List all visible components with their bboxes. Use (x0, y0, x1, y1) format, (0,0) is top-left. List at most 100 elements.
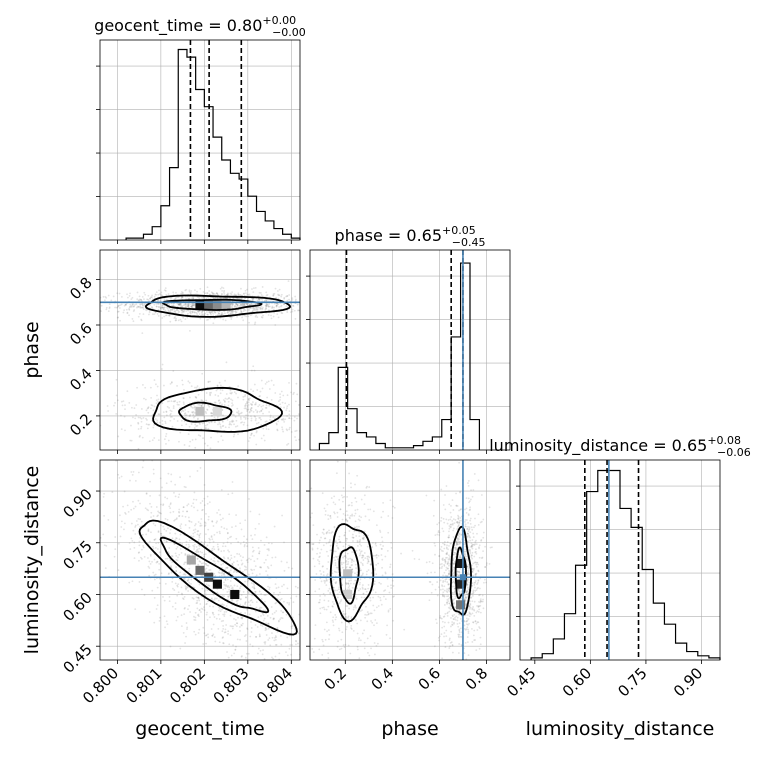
panel-luminosity-distance-vs-phase-sample-point (367, 613, 370, 616)
panel-luminosity-distance-vs-geocent-time-sample-point (251, 586, 254, 589)
panel-luminosity-distance-vs-geocent-time-sample-point (213, 548, 216, 551)
panel-luminosity-distance-vs-geocent-time-sample-point (229, 569, 232, 572)
panel-luminosity-distance-vs-geocent-time-sample-point (263, 617, 266, 620)
panel-phase-vs-geocent-time-sample-point (246, 404, 249, 407)
panel-phase-vs-geocent-time-sample-point (240, 304, 243, 307)
panel-luminosity-distance-vs-geocent-time-sample-point (245, 542, 248, 544)
panel-luminosity-distance-vs-phase-sample-point (344, 588, 347, 591)
panel-luminosity-distance-vs-geocent-time-sample-point (259, 566, 262, 569)
panel-luminosity-distance-vs-phase-sample-point (355, 549, 358, 552)
panel-luminosity-distance-vs-phase-sample-point (358, 540, 361, 543)
panel-luminosity-distance-vs-phase-sample-point (445, 566, 448, 569)
panel-luminosity-distance-vs-geocent-time-sample-point (258, 522, 260, 525)
panel-luminosity-distance-vs-phase-sample-point (340, 647, 343, 650)
panel-luminosity-distance-vs-phase-sample-point (362, 592, 365, 595)
panel-luminosity-distance-vs-geocent-time-sample-point (274, 602, 277, 605)
panel-phase-vs-geocent-time-sample-point (208, 392, 211, 394)
panel-luminosity-distance-vs-phase-sample-point (389, 563, 392, 566)
panel-luminosity-distance-vs-geocent-time-sample-point (212, 545, 215, 548)
panel-phase-vs-geocent-time-sample-point (179, 305, 182, 308)
panel-luminosity-distance-vs-phase-sample-point (450, 625, 452, 628)
panel-luminosity-distance-vs-phase-sample-point (473, 581, 476, 584)
panel-luminosity-distance-vs-phase-sample-point (358, 657, 361, 660)
panel-phase-vs-geocent-time-sample-point (170, 304, 173, 307)
panel-phase-vs-geocent-time-sample-point (268, 388, 271, 390)
panel-luminosity-distance-vs-geocent-time-sample-point (260, 593, 263, 595)
panel-luminosity-distance-vs-phase-sample-point (345, 683, 347, 685)
panel-phase-vs-geocent-time-sample-point (178, 310, 181, 313)
panel-luminosity-distance-vs-phase-sample-point (355, 606, 357, 609)
panel-luminosity-distance-vs-phase-sample-point (468, 500, 471, 503)
panel-luminosity-distance-vs-geocent-time-sample-point (197, 596, 200, 599)
panel-luminosity-distance-vs-geocent-time-sample-point (303, 626, 305, 628)
panel-luminosity-distance-vs-geocent-time-sample-point (267, 627, 270, 630)
panel-luminosity-distance-vs-phase-sample-point (379, 531, 382, 533)
panel-luminosity-distance-vs-geocent-time-sample-point (185, 622, 188, 624)
panel-luminosity-distance-vs-phase-sample-point (332, 501, 335, 504)
panel-luminosity-distance-vs-phase-sample-point (474, 561, 477, 564)
panel-luminosity-distance-vs-phase-sample-point (453, 598, 456, 600)
panel-luminosity-distance-vs-geocent-time-sample-point (204, 634, 207, 637)
panel-luminosity-distance-vs-geocent-time-sample-point (253, 560, 256, 563)
panel-luminosity-distance-vs-phase-sample-point (452, 574, 455, 577)
panel-luminosity-distance-vs-phase-sample-point (442, 574, 444, 577)
panel-luminosity-distance-vs-geocent-time-sample-point (158, 619, 161, 622)
panel-phase-vs-geocent-time-sample-point (211, 414, 214, 417)
panel-luminosity-distance-vs-phase-sample-point (339, 508, 342, 511)
panel-phase-vs-geocent-time-sample-point (200, 404, 203, 407)
panel-luminosity-distance-vs-phase-sample-point (334, 618, 337, 621)
panel-luminosity-distance-vs-phase-sample-point (351, 559, 353, 562)
panel-luminosity-distance-vs-geocent-time-sample-point (133, 546, 136, 549)
panel-luminosity-distance-vs-phase-sample-point (328, 633, 331, 636)
panel-phase-vs-geocent-time-sample-point (192, 410, 195, 413)
panel-luminosity-distance-vs-phase-sample-point (460, 592, 462, 595)
panel-luminosity-distance-vs-geocent-time-sample-point (236, 552, 239, 555)
panel-luminosity-distance-vs-geocent-time-sample-point (195, 498, 198, 501)
panel-luminosity-distance-vs-phase-sample-point (342, 545, 345, 548)
panel-luminosity-distance-vs-phase-sample-point (472, 621, 474, 624)
panel-luminosity-distance-vs-phase-sample-point (331, 600, 334, 603)
panel-phase-vs-geocent-time-sample-point (231, 306, 234, 309)
panel-phase-vs-geocent-time-sample-point (188, 289, 191, 292)
panel-luminosity-distance-vs-phase-sample-point (360, 561, 362, 564)
panel-luminosity-distance-vs-geocent-time-sample-point (282, 583, 285, 586)
panel-phase-vs-geocent-time-sample-point (129, 303, 132, 306)
panel-luminosity-distance-vs-phase-sample-point (362, 555, 365, 557)
panel-luminosity-distance-vs-geocent-time-sample-point (206, 618, 209, 621)
panel-phase-vs-geocent-time-sample-point (255, 417, 257, 420)
panel-phase-vs-geocent-time-sample-point (293, 419, 296, 422)
panel-phase-vs-geocent-time-sample-point (247, 315, 250, 318)
panel-luminosity-distance-vs-geocent-time-sample-point (240, 624, 243, 626)
panel-phase-vs-geocent-time-sample-point (256, 410, 259, 413)
panel-luminosity-distance-vs-geocent-time-sample-point (149, 480, 151, 483)
panel-phase-vs-geocent-time-sample-point (174, 310, 177, 313)
panel-phase-vs-geocent-time-sample-point (298, 438, 300, 441)
panel-luminosity-distance-vs-phase-sample-point (359, 639, 362, 642)
panel-luminosity-distance-vs-geocent-time-sample-point (185, 561, 187, 564)
panel-luminosity-distance-vs-geocent-time-sample-point (179, 525, 182, 527)
panel-luminosity-distance-vs-geocent-time-sample-point (201, 551, 204, 554)
panel-luminosity-distance-vs-phase-sample-point (467, 569, 470, 572)
panel-luminosity-distance-vs-phase-sample-point (382, 501, 385, 504)
panel-phase-vs-geocent-time-sample-point (189, 305, 192, 308)
panel-luminosity-distance-vs-phase-sample-point (338, 538, 340, 541)
panel-phase-vs-geocent-time-sample-point (255, 308, 258, 311)
panel-luminosity-distance-vs-geocent-time-sample-point (204, 592, 207, 595)
panel-luminosity-distance-vs-geocent-time-sample-point (243, 545, 246, 548)
panel-luminosity-distance-vs-geocent-time-sample-point (250, 568, 252, 571)
panel-luminosity-distance-vs-geocent-time-sample-point (264, 675, 266, 677)
panel-luminosity-distance-vs-phase-sample-point (328, 529, 330, 532)
panel-luminosity-distance-vs-geocent-time-sample-point (158, 562, 161, 565)
panel-luminosity-distance-vs-phase-sample-point (433, 499, 436, 502)
panel-phase-vs-geocent-time-sample-point (216, 384, 219, 387)
panel-luminosity-distance-vs-geocent-time-sample-point (194, 616, 197, 619)
panel-phase-vs-geocent-time-sample-point (342, 423, 344, 425)
panel-phase-vs-geocent-time-sample-point (132, 320, 135, 323)
panel-phase-vs-geocent-time-sample-point (184, 303, 187, 306)
panel-phase-vs-geocent-time-sample-point (95, 296, 97, 298)
panel-phase-vs-geocent-time-sample-point (136, 386, 138, 389)
panel-luminosity-distance-vs-geocent-time-sample-point (175, 619, 178, 622)
panel-luminosity-distance-vs-phase-sample-point (333, 570, 336, 573)
panel-luminosity-distance-vs-geocent-time-sample-point (224, 568, 226, 571)
panel-luminosity-distance-vs-phase-sample-point (387, 515, 390, 517)
